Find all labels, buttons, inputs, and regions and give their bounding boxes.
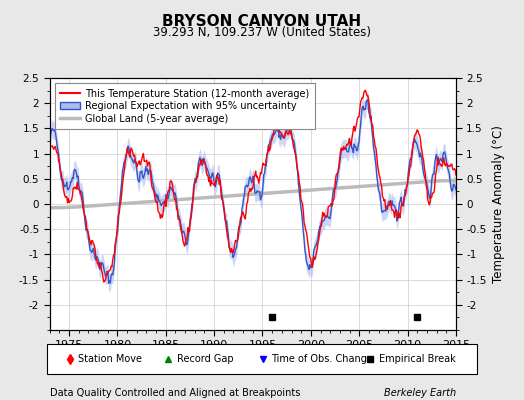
Text: Record Gap: Record Gap bbox=[177, 354, 234, 364]
Legend: This Temperature Station (12-month average), Regional Expectation with 95% uncer: This Temperature Station (12-month avera… bbox=[54, 83, 315, 129]
Text: Time of Obs. Change: Time of Obs. Change bbox=[271, 354, 373, 364]
Text: BRYSON CANYON UTAH: BRYSON CANYON UTAH bbox=[162, 14, 362, 29]
Text: Empirical Break: Empirical Break bbox=[379, 354, 456, 364]
FancyBboxPatch shape bbox=[47, 344, 477, 374]
Text: Data Quality Controlled and Aligned at Breakpoints: Data Quality Controlled and Aligned at B… bbox=[50, 388, 300, 398]
Text: 39.293 N, 109.237 W (United States): 39.293 N, 109.237 W (United States) bbox=[153, 26, 371, 39]
Y-axis label: Temperature Anomaly (°C): Temperature Anomaly (°C) bbox=[492, 125, 505, 283]
Text: Station Move: Station Move bbox=[78, 354, 142, 364]
Text: Berkeley Earth: Berkeley Earth bbox=[384, 388, 456, 398]
